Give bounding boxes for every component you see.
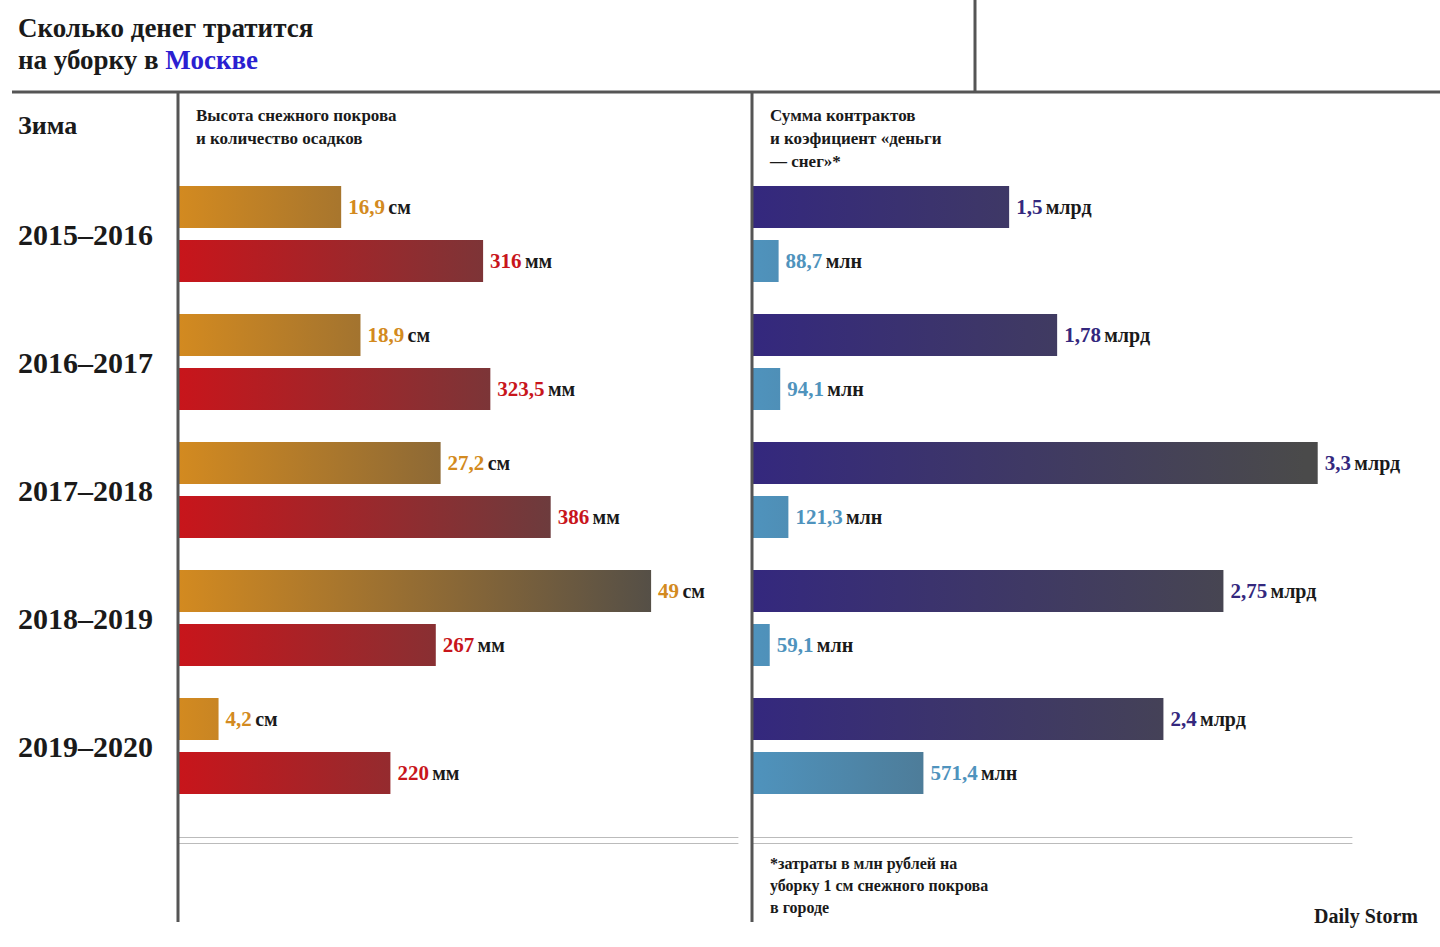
svg-text:млрд: млрд [1046,196,1092,219]
svg-text:323,5: 323,5 [497,377,544,401]
svg-text:мм: мм [478,634,505,656]
svg-text:в городе: в городе [770,899,829,917]
svg-text:млн: млн [826,250,862,272]
svg-text:59,1: 59,1 [777,633,814,657]
svg-text:см: см [682,580,705,602]
svg-text:Москве: Москве [165,45,258,75]
svg-text:мм: мм [548,378,575,400]
svg-text:88,7: 88,7 [786,249,823,273]
svg-text:и коэфициент «деньги: и коэфициент «деньги [770,129,942,148]
svg-text:млн: млн [981,762,1017,784]
svg-text:1,78: 1,78 [1064,323,1101,347]
svg-text:2,4: 2,4 [1170,707,1197,731]
svg-text:млрд: млрд [1200,708,1246,731]
svg-text:316: 316 [490,249,522,273]
svg-text:94,1: 94,1 [787,377,824,401]
svg-text:— снег»*: — снег»* [769,152,841,171]
svg-text:см: см [488,452,511,474]
svg-text:Daily Storm: Daily Storm [1314,905,1418,928]
svg-text:уборку 1 см снежного покрова: уборку 1 см снежного покрова [770,877,988,895]
svg-text:на уборку в: на уборку в [18,45,165,75]
svg-text:мм: мм [432,762,459,784]
svg-text:см: см [388,196,411,218]
svg-text:и количество осадков: и количество осадков [196,129,362,148]
svg-text:571,4: 571,4 [930,761,978,785]
svg-text:18,9: 18,9 [367,323,404,347]
svg-text:мм: мм [525,250,552,272]
svg-text:млрд: млрд [1354,452,1400,475]
svg-text:4,2: 4,2 [226,707,252,731]
svg-text:27,2: 27,2 [448,451,485,475]
svg-text:*затраты в млн рублей на: *затраты в млн рублей на [770,855,957,873]
svg-text:мм: мм [593,506,620,528]
svg-text:2017–2018: 2017–2018 [18,474,153,507]
svg-text:2016–2017: 2016–2017 [18,346,153,379]
svg-text:млрд: млрд [1271,580,1317,603]
svg-text:220: 220 [397,761,429,785]
svg-text:2015–2016: 2015–2016 [18,218,153,251]
svg-text:Высота снежного покрова: Высота снежного покрова [196,106,397,125]
svg-text:121,3: 121,3 [795,505,842,529]
svg-text:Зима: Зима [18,111,77,140]
svg-text:3,3: 3,3 [1325,451,1351,475]
svg-text:Сумма контрактов: Сумма контрактов [770,106,915,125]
svg-text:386: 386 [558,505,590,529]
svg-text:млн: млн [846,506,882,528]
svg-text:Сколько денег тратится: Сколько денег тратится [18,13,313,43]
svg-text:2018–2019: 2018–2019 [18,602,153,635]
svg-text:млрд: млрд [1104,324,1150,347]
svg-text:2,75: 2,75 [1230,579,1267,603]
svg-text:см: см [255,708,278,730]
svg-text:1,5: 1,5 [1016,195,1042,219]
svg-text:2019–2020: 2019–2020 [18,730,153,763]
svg-text:267: 267 [443,633,475,657]
svg-text:см: см [408,324,431,346]
svg-text:16,9: 16,9 [348,195,385,219]
svg-text:млн: млн [817,634,853,656]
svg-text:млн: млн [827,378,863,400]
svg-text:49: 49 [658,579,679,603]
